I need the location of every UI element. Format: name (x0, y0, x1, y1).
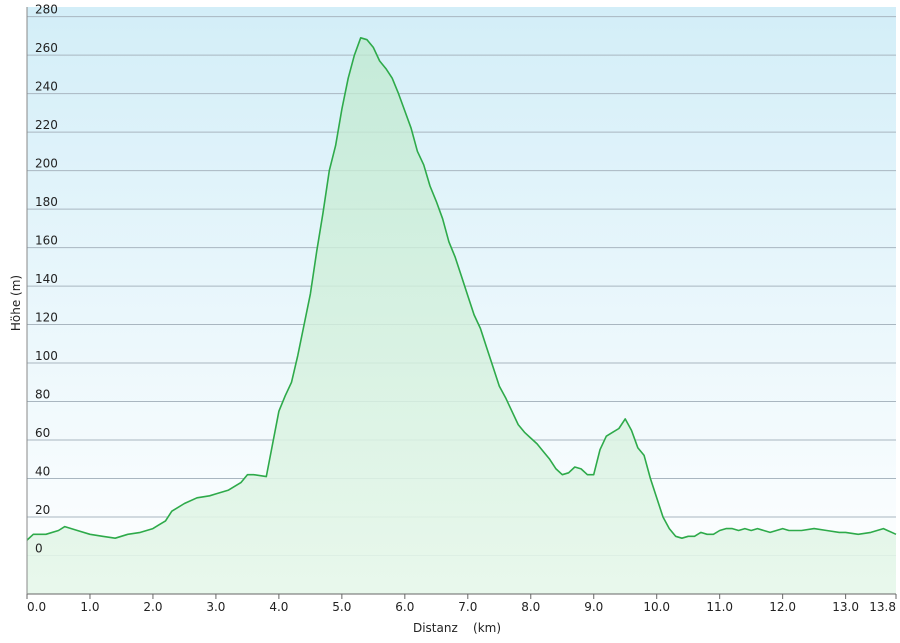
y-tick-label: 220 (35, 118, 58, 132)
y-tick-label: 240 (35, 80, 58, 94)
x-tick-label: 5.0 (332, 600, 351, 614)
x-tick-label: 10.0 (643, 600, 670, 614)
y-tick-label: 140 (35, 272, 58, 286)
x-tick-label: 6.0 (395, 600, 414, 614)
y-tick-label: 100 (35, 349, 58, 363)
y-tick-label: 20 (35, 503, 50, 517)
y-tick-label: 80 (35, 388, 50, 402)
x-tick-label: 13.0 (832, 600, 859, 614)
x-tick-label: 12.0 (769, 600, 796, 614)
y-tick-label: 180 (35, 195, 58, 209)
elevation-area (27, 37, 896, 595)
x-tick-labels: 0.0 1.0 2.0 3.0 4.0 5.0 6.0 7.0 8.0 9.0 10.0 11.0 12… (26, 594, 897, 614)
y-tick-label: 280 (35, 3, 58, 17)
y-tick-label: 200 (35, 157, 58, 171)
y-tick-label: 60 (35, 426, 50, 440)
x-tick-label: 9.0 (584, 600, 603, 614)
x-tick-label: 1.0 (80, 600, 99, 614)
x-tick-label: 13.8 (869, 600, 896, 614)
y-tick-label: 160 (35, 234, 58, 248)
x-axis-title: Distanz (km) (413, 621, 501, 635)
y-axis-title: Höhe (m) (9, 275, 23, 331)
x-tick-label: 0.0 (27, 600, 46, 614)
y-tick-label: 40 (35, 465, 50, 479)
x-tick-label: 8.0 (521, 600, 540, 614)
y-tick-label: 260 (35, 41, 58, 55)
x-tick-label: 2.0 (143, 600, 162, 614)
y-tick-label: 120 (35, 311, 58, 325)
x-tick-label: 7.0 (458, 600, 477, 614)
grid-lines (27, 16, 896, 557)
x-tick-label: 11.0 (706, 600, 733, 614)
y-tick-label: 0 (35, 542, 43, 556)
x-tick-label: 3.0 (206, 600, 225, 614)
x-tick-label: 4.0 (269, 600, 288, 614)
elevation-line (26, 37, 897, 541)
y-tick-labels: 0 20 40 60 80 100 120 140 160 180 200 220 240 260 280 (35, 3, 58, 556)
